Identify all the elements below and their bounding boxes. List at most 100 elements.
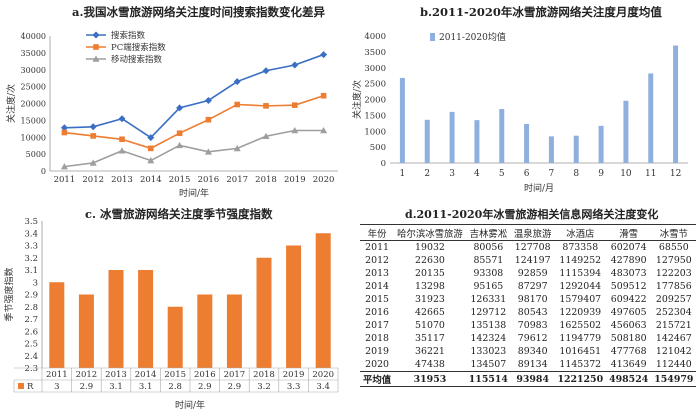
column-header: 哈尔滨冰雪旅游 <box>394 224 466 241</box>
table-cell: 79612 <box>517 333 548 344</box>
table-cell: 112440 <box>655 359 692 370</box>
table-cell: 2017 <box>365 320 389 331</box>
table-cell: 1194779 <box>559 333 602 344</box>
y-tick-label: 3.2 <box>24 254 38 264</box>
table-row: 2016 42665 129712 80543 1220939 497605 252304 <box>360 306 696 319</box>
bar <box>598 125 604 163</box>
footer-cell: 115514 <box>465 371 511 387</box>
point-marker <box>233 78 241 86</box>
footer-cell: 498524 <box>606 371 652 387</box>
x-tick-label: 2013 <box>105 370 127 380</box>
point-marker <box>90 133 96 139</box>
bar <box>108 270 124 368</box>
table-cell: 98170 <box>517 294 548 305</box>
y-tick-label: 2.8 <box>24 303 38 313</box>
series-1 <box>60 51 328 142</box>
x-tick-label: 12 <box>670 169 681 179</box>
y-tick-label: 3500 <box>364 48 386 58</box>
column-header: 冰酒店 <box>554 224 607 241</box>
x-tick-label: 9 <box>598 169 604 179</box>
legend-entry: 移动搜索指数 <box>86 54 163 65</box>
y-tick-label: 1500 <box>364 111 386 121</box>
table-cell: 508180 <box>610 333 647 344</box>
bar <box>474 120 480 163</box>
x-tick-label: 2020 <box>313 175 335 185</box>
x-tick-label: 2012 <box>82 175 104 185</box>
bar <box>548 136 554 163</box>
table-cell: 36221 <box>415 346 445 357</box>
series-line <box>64 94 324 150</box>
point-marker <box>119 136 125 143</box>
table-d-title: d.2011-2020年冰雪旅游相关信息网络关注度变化 <box>405 208 659 221</box>
table-cell: 85571 <box>473 255 504 266</box>
x-tick-label: 4 <box>474 169 480 179</box>
legend-label: 搜索指数 <box>111 30 146 41</box>
x-tick-label: 11 <box>645 169 656 179</box>
table-cell: 456063 <box>610 320 647 331</box>
y-axis-title: 关注度/次 <box>351 80 363 119</box>
point-marker <box>118 147 126 154</box>
table-cell: 35117 <box>415 333 445 344</box>
y-axis-title: 关注度/次 <box>5 84 17 123</box>
table-cell: 95165 <box>473 281 504 292</box>
legend-entry: PC端搜索指数 <box>86 42 166 53</box>
series-3 <box>60 127 328 170</box>
point-marker <box>147 134 155 142</box>
table-cell: 134507 <box>470 359 507 370</box>
bar <box>49 282 65 368</box>
panel-a-line-chart: a.我国冰雪旅游网络关注度时间搜索指数变化差异 0 5000 10000 15000 2… <box>0 0 350 200</box>
x-tick-label: 2020 <box>312 370 334 380</box>
point-marker <box>291 127 299 134</box>
y-tick-label: 500 <box>370 143 386 153</box>
bar <box>524 123 530 163</box>
table-cell: 2019 <box>365 346 389 357</box>
data-label: 2.9 <box>228 382 242 392</box>
legend-label: R <box>27 382 34 392</box>
point-marker <box>262 67 270 75</box>
x-tick-label: 2012 <box>76 370 98 380</box>
y-tick-label: 2.9 <box>24 291 38 301</box>
bar <box>424 119 430 163</box>
table-row: 2015 31923 126331 98170 1579407 609422 209257 <box>360 293 696 306</box>
table-cell: 135138 <box>470 320 507 331</box>
point-marker <box>292 102 298 108</box>
table-cell: 20135 <box>415 268 445 279</box>
point-marker <box>93 44 99 50</box>
chart-a-plot: 0 5000 10000 15000 20000 25000 30000 35000 40000… <box>5 30 338 199</box>
table-cell: 215721 <box>655 320 692 331</box>
y-tick-label: 2500 <box>364 80 386 90</box>
bar <box>573 135 579 163</box>
x-tick-label: 2015 <box>164 370 186 380</box>
point-marker <box>92 31 100 39</box>
table-cell: 42665 <box>415 307 445 318</box>
table-row: 2018 35117 142324 79612 1194779 508180 142467 <box>360 332 696 345</box>
x-axis-title: 时间/年 <box>179 187 209 199</box>
series-line <box>64 53 324 139</box>
x-tick-label: 6 <box>524 169 530 179</box>
y-axis-title: 季节强度指数 <box>3 267 15 321</box>
x-tick-label: 1 <box>400 169 406 179</box>
table-cell: 1625502 <box>559 320 602 331</box>
table-cell: 80543 <box>517 307 548 318</box>
x-tick-label: 2017 <box>224 370 246 380</box>
x-axis-title: 时间/月 <box>524 182 554 194</box>
table-cell: 31923 <box>415 294 445 305</box>
point-marker <box>204 96 212 104</box>
table-cell: 93308 <box>473 268 504 279</box>
table-cell: 89134 <box>517 359 548 370</box>
table-cell: 51070 <box>415 320 445 331</box>
point-marker <box>60 124 68 132</box>
table-cell: 2020 <box>365 359 389 370</box>
bar <box>648 73 654 163</box>
y-tick-label: 15000 <box>21 116 46 125</box>
y-tick-label: 4000 <box>364 32 386 42</box>
table-cell: 1016451 <box>559 346 602 357</box>
table-cell: 127708 <box>514 242 551 253</box>
bar <box>399 77 405 163</box>
x-tick-label: 2011 <box>54 175 76 185</box>
footer-cell: 31953 <box>394 371 466 387</box>
table-cell: 177856 <box>655 281 692 292</box>
point-marker <box>147 157 155 164</box>
point-marker <box>60 163 68 170</box>
